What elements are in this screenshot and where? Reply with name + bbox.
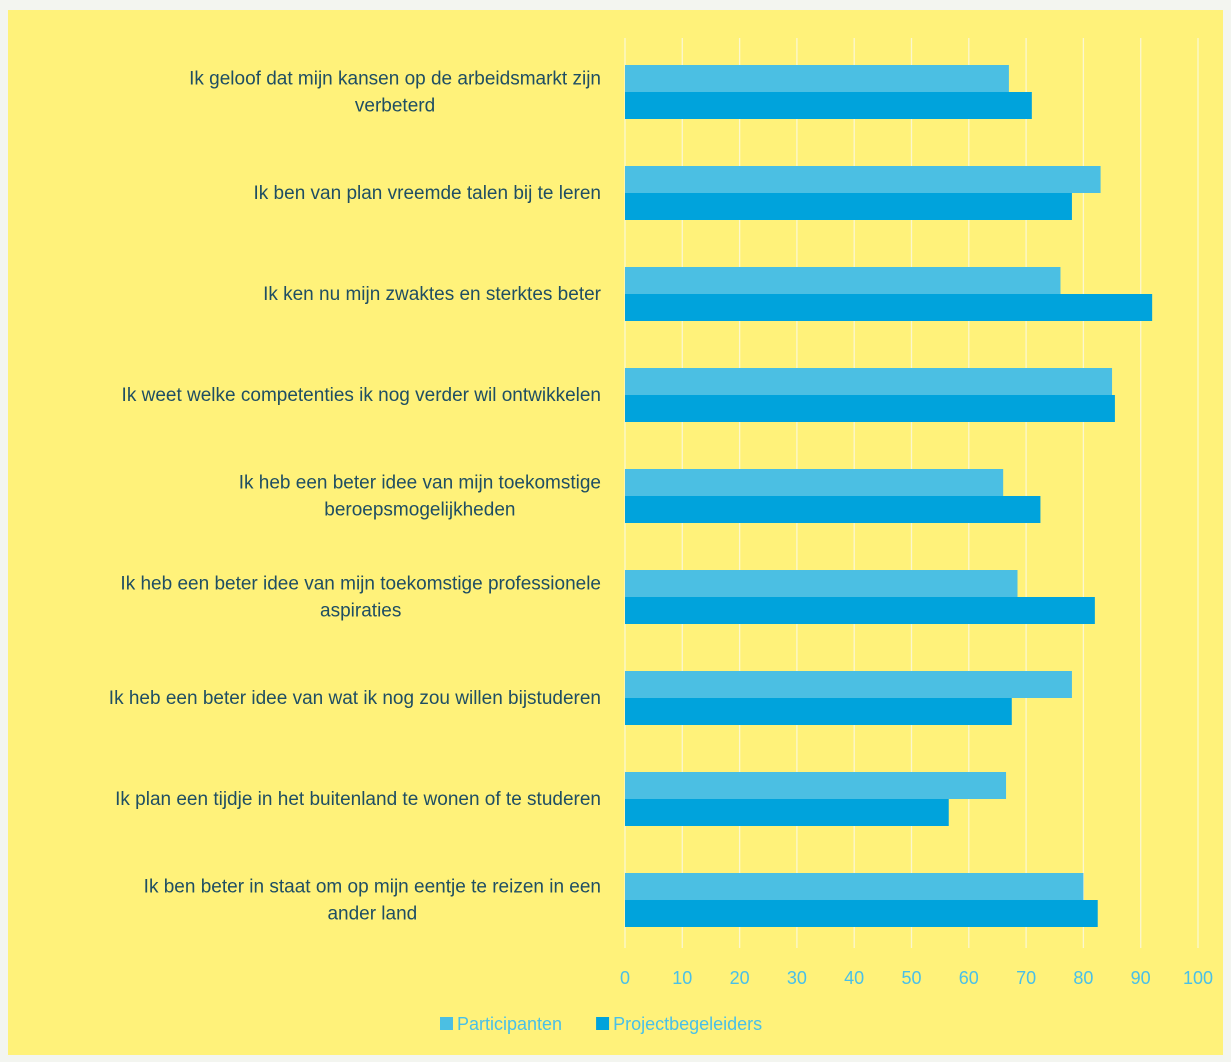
chart-frame: Ik geloof dat mijn kansen op de arbeidsm… [8, 10, 1223, 1055]
legend-label-participanten: Participanten [457, 1014, 562, 1034]
category-label-8-line-1: ander land [327, 904, 417, 925]
tick-label-10: 10 [672, 968, 692, 988]
tick-label-20: 20 [730, 968, 750, 988]
tick-label-40: 40 [844, 968, 864, 988]
category-label-0: Ik geloof dat mijn kansen op de arbeidsm… [189, 69, 601, 90]
category-label-0-line-1: verbeterd [355, 96, 435, 117]
bar-participanten-5 [625, 570, 1018, 597]
tick-label-80: 80 [1073, 968, 1093, 988]
bar-chart: Ik geloof dat mijn kansen op de arbeidsm… [109, 38, 1213, 1034]
category-label-4-line-1: beroepsmogelijkheden [324, 500, 515, 521]
tick-label-30: 30 [787, 968, 807, 988]
bar-projectbegeleiders-6 [625, 698, 1012, 725]
bars [625, 65, 1153, 927]
category-label-2: Ik ken nu mijn zwaktes en sterktes beter [263, 284, 602, 305]
bar-projectbegeleiders-4 [625, 496, 1041, 523]
legend: Participanten Projectbegeleiders [440, 1014, 762, 1034]
bar-participanten-0 [625, 65, 1009, 92]
category-label-4: Ik heb een beter idee van mijn toekomsti… [239, 473, 601, 494]
category-label-5: Ik heb een beter idee van mijn toekomsti… [120, 574, 601, 595]
tick-label-70: 70 [1016, 968, 1036, 988]
tick-label-90: 90 [1131, 968, 1151, 988]
tick-label-50: 50 [901, 968, 921, 988]
bar-participanten-6 [625, 671, 1072, 698]
tick-label-0: 0 [620, 968, 630, 988]
bar-participanten-3 [625, 368, 1113, 395]
legend-label-projectbegeleiders: Projectbegeleiders [613, 1014, 762, 1034]
bar-projectbegeleiders-3 [625, 395, 1115, 422]
category-labels: Ik geloof dat mijn kansen op de arbeidsm… [109, 69, 602, 925]
bar-participanten-8 [625, 873, 1084, 900]
bar-projectbegeleiders-7 [625, 799, 949, 826]
bar-participanten-7 [625, 772, 1007, 799]
category-label-3: Ik weet welke competenties ik nog verder… [122, 385, 601, 406]
tick-label-60: 60 [959, 968, 979, 988]
bar-projectbegeleiders-8 [625, 900, 1098, 927]
legend-swatch-participanten [440, 1017, 453, 1030]
bar-projectbegeleiders-2 [625, 294, 1153, 321]
category-label-7: Ik plan een tijdje in het buitenland te … [115, 789, 601, 810]
x-axis-ticks: 0 10 20 30 40 50 60 70 80 90 100 [620, 968, 1213, 988]
tick-label-100: 100 [1183, 968, 1213, 988]
category-label-1: Ik ben van plan vreemde talen bij te ler… [254, 183, 602, 204]
bar-participanten-4 [625, 469, 1004, 496]
bar-projectbegeleiders-5 [625, 597, 1095, 624]
bar-participanten-1 [625, 166, 1101, 193]
bar-participanten-2 [625, 267, 1061, 294]
category-label-5-line-1: aspiraties [320, 601, 401, 622]
category-label-6: Ik heb een beter idee van wat ik nog zou… [109, 688, 601, 709]
legend-swatch-projectbegeleiders [596, 1017, 610, 1030]
bar-projectbegeleiders-0 [625, 92, 1032, 119]
category-label-8: Ik ben beter in staat om op mijn eentje … [144, 877, 601, 898]
bar-projectbegeleiders-1 [625, 193, 1072, 220]
